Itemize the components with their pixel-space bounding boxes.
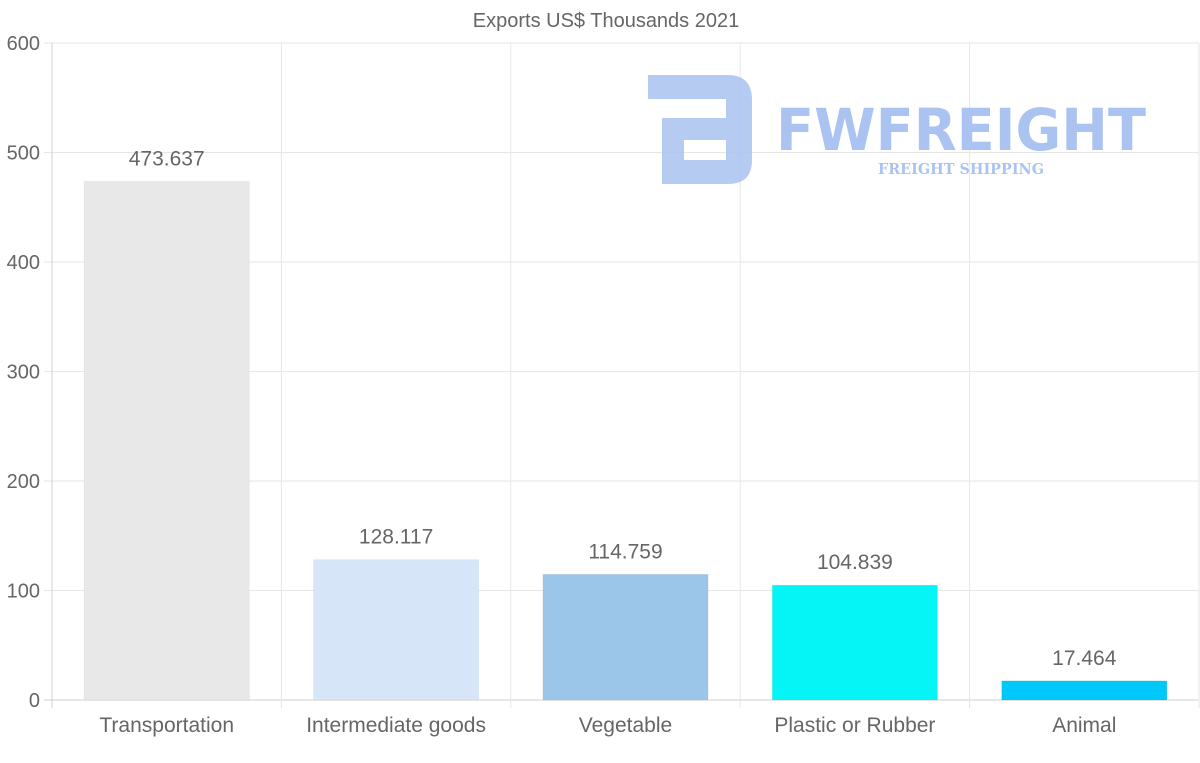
y-tick-label: 100 [7,581,40,603]
watermark-name: FWFREIGHT [776,96,1146,164]
y-tick-label: 200 [7,471,40,493]
y-tick-label: 600 [7,33,40,55]
y-tick-label: 500 [7,143,40,165]
bar[interactable] [83,180,250,701]
data-label: 473.637 [129,147,205,170]
data-labels: 473.637 128.117 114.759 104.839 17.464 [129,147,1117,670]
fw-logo-icon [648,75,752,184]
watermark-logo: FWFREIGHT FREIGHT SHIPPING [648,75,1146,184]
chart-title: Exports US$ Thousands 2021 [473,10,739,32]
bar[interactable] [1001,680,1168,701]
x-axis: Transportation Intermediate goods Vegetabl… [99,714,1116,737]
watermark-tagline: FREIGHT SHIPPING [878,160,1044,178]
x-tick-label: Animal [1052,714,1116,737]
y-axis: 0 100 200 300 400 500 600 [7,33,40,712]
x-tick-label: Vegetable [579,714,672,737]
bar[interactable] [313,559,480,701]
x-tick-label: Transportation [99,714,234,737]
y-tick-label: 300 [7,362,40,384]
bars [83,180,1168,701]
x-tick-label: Intermediate goods [306,714,486,737]
data-label: 104.839 [817,551,893,574]
bar[interactable] [542,573,709,701]
bar[interactable] [771,584,938,701]
y-tick-label: 400 [7,252,40,274]
data-label: 114.759 [588,540,662,563]
y-tick-label: 0 [29,690,40,712]
x-tick-label: Plastic or Rubber [774,714,935,737]
data-label: 17.464 [1052,647,1117,670]
data-label: 128.117 [359,526,433,549]
